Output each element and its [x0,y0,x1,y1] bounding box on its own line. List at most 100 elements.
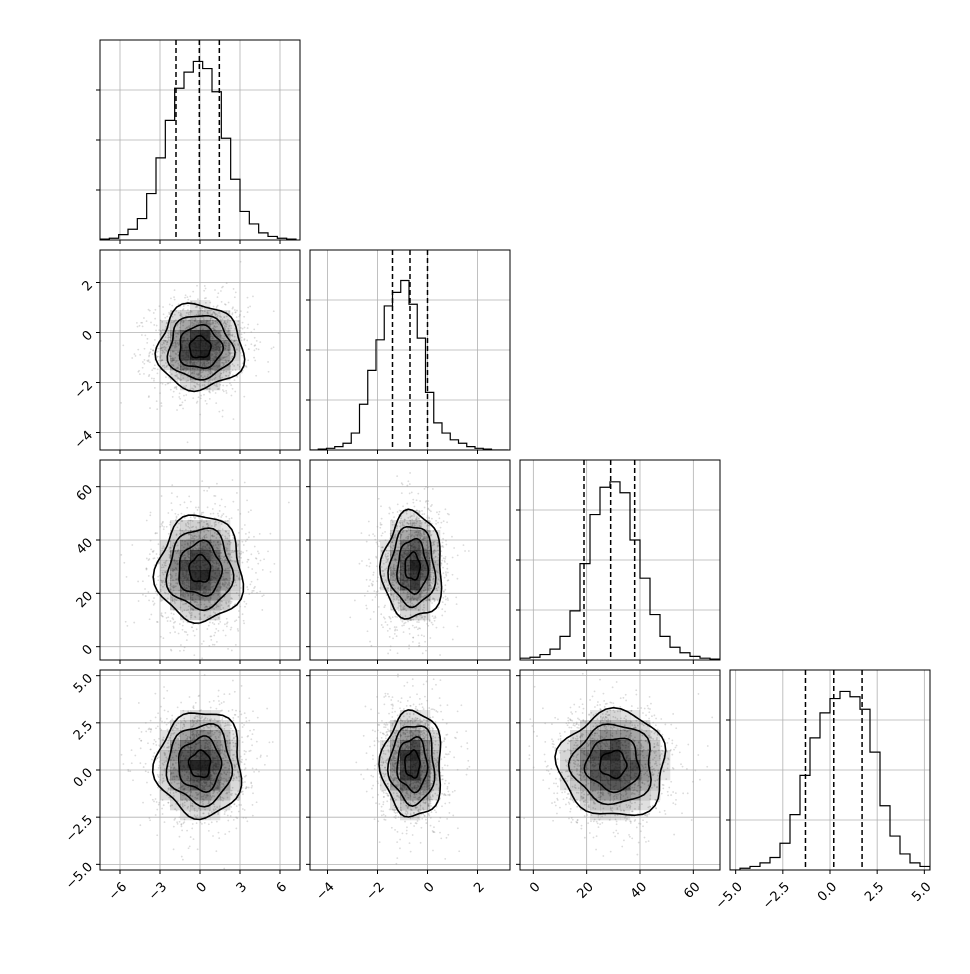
scatter-point [178,396,180,398]
scatter-point [156,532,158,534]
scatter-point [242,328,244,330]
density-cell [180,520,190,530]
scatter-point [424,488,426,490]
scatter-point [218,515,220,517]
scatter-point [377,576,379,578]
scatter-point [442,538,444,540]
scatter-point [218,837,220,839]
scatter-point [409,493,411,495]
scatter-point [439,517,441,519]
scatter-point [161,612,163,614]
scatter-point [254,337,256,339]
scatter-point [144,334,146,336]
scatter-point [162,306,164,308]
scatter-point [447,597,449,599]
scatter-point [206,628,208,630]
scatter-point [409,483,411,485]
density-cell [390,570,400,580]
scatter-point [434,620,436,622]
scatter-point [370,618,372,620]
scatter-point [367,590,369,592]
scatter-point [407,621,409,623]
scatter-point [218,623,220,625]
scatter-point [192,397,194,399]
scatter-point [166,316,168,318]
scatter-point [187,441,189,443]
scatter-point [169,382,171,384]
scatter-point [168,382,170,384]
hist-panel-1 [306,250,510,454]
scatter-point [142,367,144,369]
scatter-point [455,596,457,598]
scatter-point [161,721,163,723]
scatter-point [221,664,223,666]
scatter-point [154,318,156,320]
scatter-panel-0-1: −4−202 [72,250,300,454]
scatter-point [174,631,176,633]
scatter-point [156,400,158,402]
density-cell [410,550,420,560]
scatter-point [412,637,414,639]
scatter-point [179,504,181,506]
scatter-point [237,509,239,511]
hist-panel-2 [516,460,720,664]
scatter-point [150,614,152,616]
scatter-point [214,503,216,505]
scatter-point [198,396,200,398]
scatter-point [250,343,252,345]
scatter-point [232,717,234,719]
scatter-point [269,533,271,535]
scatter-point [208,391,210,393]
scatter-point [374,535,376,537]
scatter-point [206,490,208,492]
scatter-point [431,622,433,624]
scatter-point [179,398,181,400]
scatter-point [434,615,436,617]
scatter-point [373,611,375,613]
scatter-point [212,508,214,510]
scatter-point [390,621,392,623]
scatter-point [430,505,432,507]
scatter-point [392,512,394,514]
scatter-point [403,624,405,626]
scatter-point [160,636,162,638]
scatter-point [387,630,389,632]
scatter-point [156,584,158,586]
scatter-point [138,702,140,704]
scatter-point [429,672,431,674]
scatter-point [224,623,226,625]
scatter-point [244,327,246,329]
scatter-point [131,544,133,546]
scatter-point [157,725,159,727]
scatter-point [137,581,139,583]
scatter-point [157,350,159,352]
scatter-point [441,560,443,562]
scatter-point [384,605,386,607]
scatter-point [156,834,158,836]
scatter-point [390,645,392,647]
scatter-point [232,312,234,314]
scatter-point [182,629,184,631]
scatter-point [176,409,178,411]
scatter-point [161,495,163,497]
scatter-point [155,741,157,743]
scatter-point [383,606,385,608]
scatter-point [152,349,154,351]
scatter-point [224,506,226,508]
scatter-point [369,579,371,581]
scatter-point [126,576,128,578]
density-cell [210,530,220,540]
scatter-point [197,848,199,850]
scatter-point [424,507,426,509]
scatter-point [232,479,234,481]
scatter-point [427,508,429,510]
scatter-point [229,382,231,384]
scatter-point [189,846,191,848]
scatter-point [418,642,420,644]
scatter-point [167,616,169,618]
scatter-point [232,388,234,390]
scatter-point [248,567,250,569]
scatter-point [225,390,227,392]
scatter-point [246,586,248,588]
scatter-point [441,615,443,617]
